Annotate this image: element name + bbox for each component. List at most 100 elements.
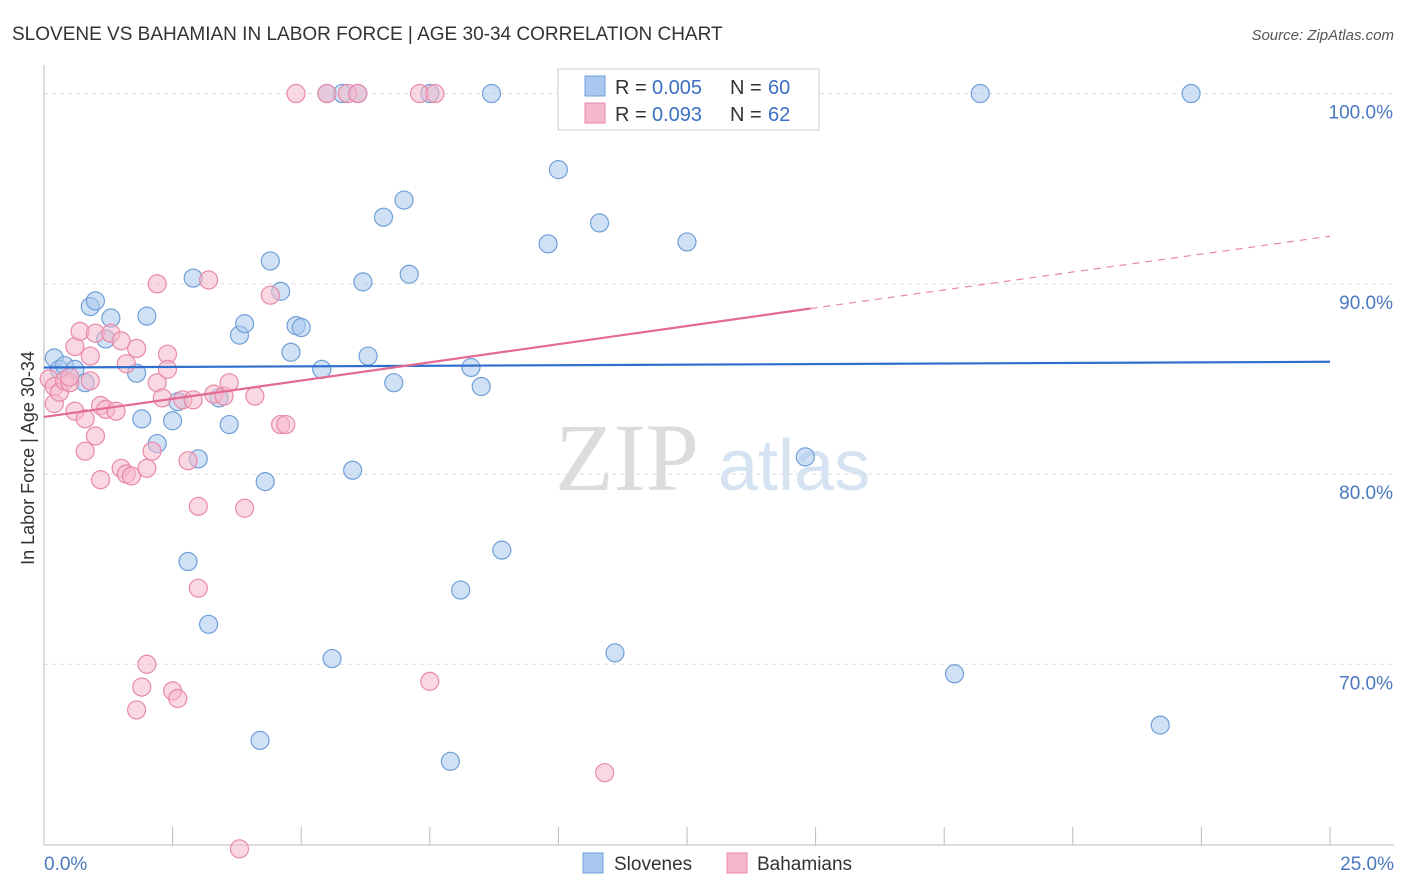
legend-n-label-bahamians: N = bbox=[730, 104, 762, 126]
point-bahamians bbox=[152, 388, 172, 408]
point-slovenes bbox=[548, 160, 569, 180]
point-bahamians bbox=[121, 466, 142, 486]
point-slovenes bbox=[163, 411, 183, 431]
point-slovenes bbox=[219, 414, 239, 435]
point-slovenes bbox=[281, 342, 301, 362]
series-legend-label-slovenes: Slovenes bbox=[614, 854, 692, 875]
series-legend-swatch-slovenes bbox=[582, 852, 604, 874]
point-bahamians bbox=[137, 458, 157, 478]
point-bahamians bbox=[595, 763, 615, 783]
point-bahamians bbox=[317, 83, 337, 104]
point-bahamians bbox=[80, 371, 100, 391]
point-slovenes bbox=[137, 306, 157, 326]
trend-line-extension-bahamians bbox=[810, 235, 1331, 310]
point-slovenes bbox=[944, 664, 965, 684]
chart-title: SLOVENE VS BAHAMIAN IN LABOR FORCE | AGE… bbox=[12, 24, 723, 45]
point-bahamians bbox=[199, 270, 219, 290]
legend-n-value-bahamians: 62 bbox=[768, 104, 790, 126]
point-slovenes bbox=[492, 540, 512, 560]
x-tick-label: 0.0% bbox=[44, 854, 87, 875]
watermark-atlas: atlas bbox=[718, 426, 870, 506]
y-tick-label: 70.0% bbox=[1339, 673, 1393, 694]
legend-r-value-slovenes: 0.005 bbox=[652, 77, 702, 99]
point-slovenes bbox=[461, 357, 481, 378]
legend-swatch-bahamians bbox=[584, 102, 606, 124]
trend-lines bbox=[43, 235, 1331, 419]
point-slovenes bbox=[384, 373, 404, 393]
point-slovenes bbox=[255, 472, 275, 492]
y-tick-label: 90.0% bbox=[1339, 293, 1393, 314]
point-bahamians bbox=[126, 700, 147, 720]
legend-swatch-slovenes bbox=[584, 75, 606, 97]
point-slovenes bbox=[132, 409, 152, 429]
point-bahamians bbox=[132, 677, 152, 697]
x-tick-labels: 0.0% 25.0% bbox=[44, 854, 1394, 875]
point-bahamians bbox=[85, 426, 106, 446]
legend-r-label-bahamians: R = bbox=[615, 104, 647, 126]
y-tick-label: 100.0% bbox=[1329, 103, 1394, 124]
point-bahamians bbox=[168, 688, 188, 709]
point-slovenes bbox=[358, 346, 378, 366]
point-slovenes bbox=[199, 614, 219, 634]
point-bahamians bbox=[178, 451, 198, 471]
stats-legend: R = 0.005 N = 60 R = 0.093 N = 62 bbox=[557, 68, 820, 131]
point-bahamians bbox=[276, 414, 296, 435]
series-legend-label-bahamians: Bahamians bbox=[757, 854, 852, 875]
point-bahamians bbox=[260, 285, 280, 305]
point-slovenes bbox=[481, 83, 502, 104]
point-slovenes bbox=[394, 190, 414, 210]
point-slovenes bbox=[677, 232, 697, 252]
point-slovenes bbox=[538, 234, 558, 254]
point-slovenes bbox=[605, 643, 625, 663]
point-bahamians bbox=[188, 496, 208, 516]
series-legend-swatch-bahamians bbox=[726, 852, 748, 874]
point-bahamians bbox=[60, 367, 80, 387]
point-slovenes bbox=[85, 291, 106, 311]
point-bahamians bbox=[188, 578, 208, 598]
point-bahamians bbox=[75, 409, 95, 429]
point-bahamians bbox=[229, 839, 250, 859]
trend-line-bahamians bbox=[43, 307, 811, 419]
point-slovenes bbox=[970, 83, 990, 104]
point-bahamians bbox=[126, 338, 147, 359]
chart-source: Source: ZipAtlas.com bbox=[1251, 27, 1394, 44]
point-bahamians bbox=[142, 441, 162, 461]
series-legend: Slovenes Bahamians bbox=[582, 852, 852, 875]
point-slovenes bbox=[178, 551, 198, 572]
point-bahamians bbox=[245, 386, 265, 406]
point-bahamians bbox=[425, 83, 445, 104]
point-bahamians bbox=[147, 274, 167, 294]
legend-n-value-slovenes: 60 bbox=[768, 77, 790, 99]
watermark: ZIP atlas bbox=[555, 404, 870, 511]
point-bahamians bbox=[348, 83, 368, 104]
point-bahamians bbox=[75, 441, 95, 461]
axes bbox=[43, 65, 1394, 846]
point-bahamians bbox=[111, 331, 131, 351]
point-slovenes bbox=[260, 251, 280, 271]
x-tick-label: 25.0% bbox=[1340, 854, 1394, 875]
legend-n-label-slovenes: N = bbox=[730, 77, 762, 99]
scatter-points bbox=[39, 83, 1201, 859]
point-slovenes bbox=[322, 648, 342, 669]
grid-lines bbox=[44, 93, 1394, 665]
point-bahamians bbox=[420, 671, 440, 691]
watermark-zip: ZIP bbox=[555, 404, 699, 511]
trend-line-slovenes bbox=[43, 360, 1331, 369]
point-slovenes bbox=[589, 213, 610, 233]
point-bahamians bbox=[80, 346, 100, 366]
y-tick-labels: 100.0% 90.0% 80.0% 70.0% bbox=[1329, 103, 1394, 695]
point-slovenes bbox=[440, 751, 460, 771]
point-slovenes bbox=[471, 376, 491, 397]
point-slovenes bbox=[250, 730, 270, 750]
point-bahamians bbox=[183, 390, 203, 410]
y-axis-label: In Labor Force | Age 30-34 bbox=[18, 351, 38, 565]
point-bahamians bbox=[235, 498, 255, 518]
point-bahamians bbox=[116, 354, 136, 374]
y-tick-label: 80.0% bbox=[1339, 483, 1393, 504]
point-slovenes bbox=[451, 580, 471, 600]
legend-r-value-bahamians: 0.093 bbox=[652, 104, 702, 126]
point-slovenes bbox=[1181, 83, 1201, 104]
point-slovenes bbox=[399, 264, 419, 284]
point-slovenes bbox=[343, 460, 363, 480]
